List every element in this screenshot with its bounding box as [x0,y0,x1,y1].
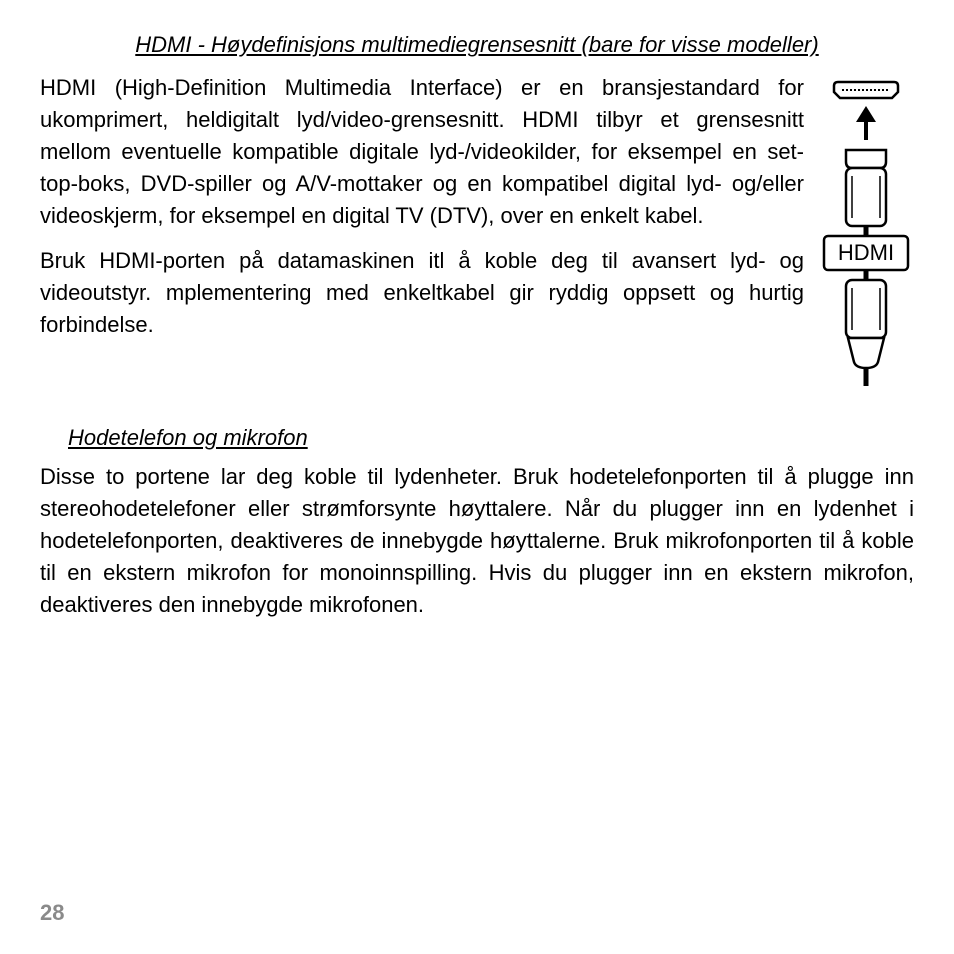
section-heading-headphone: Hodetelefon og mikrofon [68,425,914,451]
paragraph-hdmi-2: Bruk HDMI-porten på datamaskinen itl å k… [40,245,804,341]
section-heading-hdmi: HDMI - Høydefinisjons multimediegrensesn… [40,32,914,58]
arrow-up-icon [856,106,876,140]
page-number: 28 [40,900,64,926]
paragraph-hdmi-1: HDMI (High-Definition Multimedia Interfa… [40,72,804,231]
section-hdmi-text: HDMI (High-Definition Multimedia Interfa… [40,72,804,403]
hdmi-plug-bottom-icon [846,280,886,368]
hdmi-cable-figure: HDMI [818,72,914,403]
hdmi-label-text: HDMI [838,240,894,265]
hdmi-port-icon [834,82,898,98]
hdmi-plug-top-icon [846,150,886,226]
section-hdmi: HDMI (High-Definition Multimedia Interfa… [40,72,914,403]
paragraph-headphone: Disse to portene lar deg koble til lyden… [40,461,914,620]
